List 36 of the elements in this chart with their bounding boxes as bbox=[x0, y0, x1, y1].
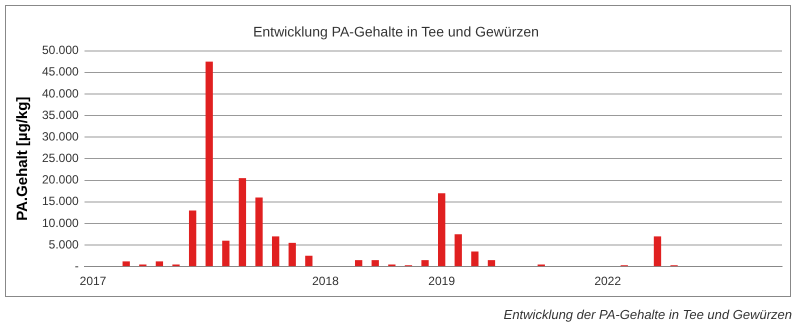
y-tick-label: 35.000 bbox=[42, 108, 80, 122]
bar bbox=[654, 236, 662, 266]
y-tick-label: 20.000 bbox=[42, 172, 80, 187]
x-tick-label: 2018 bbox=[312, 274, 340, 288]
bar bbox=[255, 198, 263, 266]
bar bbox=[122, 261, 130, 266]
y-tick-label: 40.000 bbox=[42, 86, 80, 100]
y-tick-label: 30.000 bbox=[42, 129, 80, 144]
x-tick-label: 2022 bbox=[594, 274, 622, 288]
bar bbox=[438, 193, 446, 266]
bar bbox=[156, 261, 164, 266]
text: Entwicklung der PA-Gehalte in Tee und Gewürzen bbox=[504, 307, 792, 322]
chart-title: Entwicklung PA-Gehalte in Tee und Gewürzen bbox=[253, 23, 539, 40]
bar bbox=[471, 251, 479, 266]
y-tick-label: - bbox=[74, 258, 79, 273]
x-tick-label: 2017 bbox=[80, 274, 107, 288]
bar bbox=[238, 178, 246, 266]
bar bbox=[454, 234, 462, 266]
y-tick-label: 10.000 bbox=[42, 216, 80, 230]
x-tick-label: 2019 bbox=[428, 274, 456, 288]
bar bbox=[354, 260, 362, 266]
y-tick-label: 50.000 bbox=[42, 43, 80, 58]
y-tick-label: 5.000 bbox=[48, 237, 80, 252]
bar bbox=[288, 242, 296, 266]
bar bbox=[372, 260, 379, 266]
bar bbox=[305, 256, 312, 266]
y-axis-title: PA.Gehalt [µg/kg] bbox=[14, 96, 32, 221]
bar bbox=[222, 240, 230, 266]
bar bbox=[188, 210, 196, 266]
y-tick-label: 15.000 bbox=[42, 194, 80, 208]
bar bbox=[206, 62, 213, 266]
bar bbox=[272, 236, 280, 266]
y-tick-label: 25.000 bbox=[42, 151, 80, 166]
bar bbox=[488, 260, 496, 266]
y-tick-label: 45.000 bbox=[42, 64, 80, 79]
bar bbox=[421, 260, 429, 266]
